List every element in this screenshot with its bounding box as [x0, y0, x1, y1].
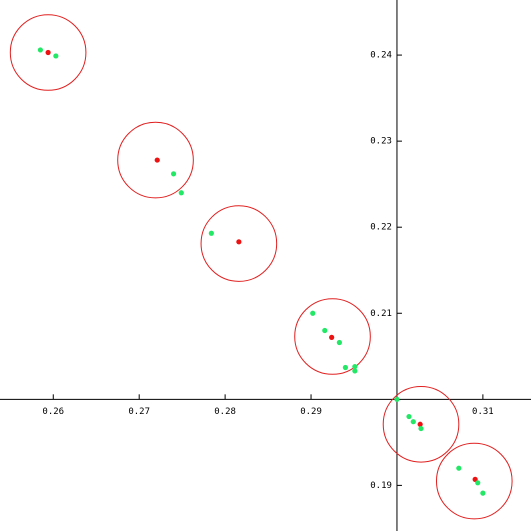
circle: [117, 121, 194, 199]
x-tick-label: 0.26: [42, 407, 64, 417]
point: [208, 230, 214, 236]
point: [336, 339, 342, 346]
y-tick-label: 0.22: [370, 223, 392, 233]
x-tick-label: 0.31: [472, 407, 494, 417]
point: [352, 364, 358, 370]
point: [236, 239, 242, 245]
point: [480, 490, 486, 496]
circle: [435, 442, 513, 520]
point: [352, 368, 358, 374]
point: [475, 480, 481, 486]
y-tick-label: 0.19: [370, 481, 392, 491]
y-tick-label: 0.24: [370, 51, 392, 61]
point: [170, 171, 177, 177]
point: [310, 310, 316, 316]
point: [342, 364, 349, 371]
point: [406, 413, 412, 420]
circle: [9, 14, 87, 91]
point: [53, 53, 59, 59]
point: [456, 465, 462, 471]
point: [417, 421, 423, 427]
x-tick-label: 0.29: [300, 407, 322, 417]
point: [410, 419, 416, 425]
point: [45, 49, 51, 56]
point: [154, 157, 160, 163]
point: [418, 425, 424, 432]
circle: [200, 205, 278, 282]
x-tick-label: 0.28: [214, 407, 236, 417]
point: [322, 327, 328, 334]
point: [178, 190, 184, 196]
point: [37, 47, 43, 53]
circle: [382, 385, 460, 463]
circle: [294, 298, 371, 375]
point: [329, 334, 335, 340]
y-tick-label: 0.21: [370, 309, 392, 319]
point: [394, 396, 400, 402]
x-tick-label: 0.27: [128, 407, 150, 417]
y-tick-label: 0.23: [370, 137, 392, 147]
